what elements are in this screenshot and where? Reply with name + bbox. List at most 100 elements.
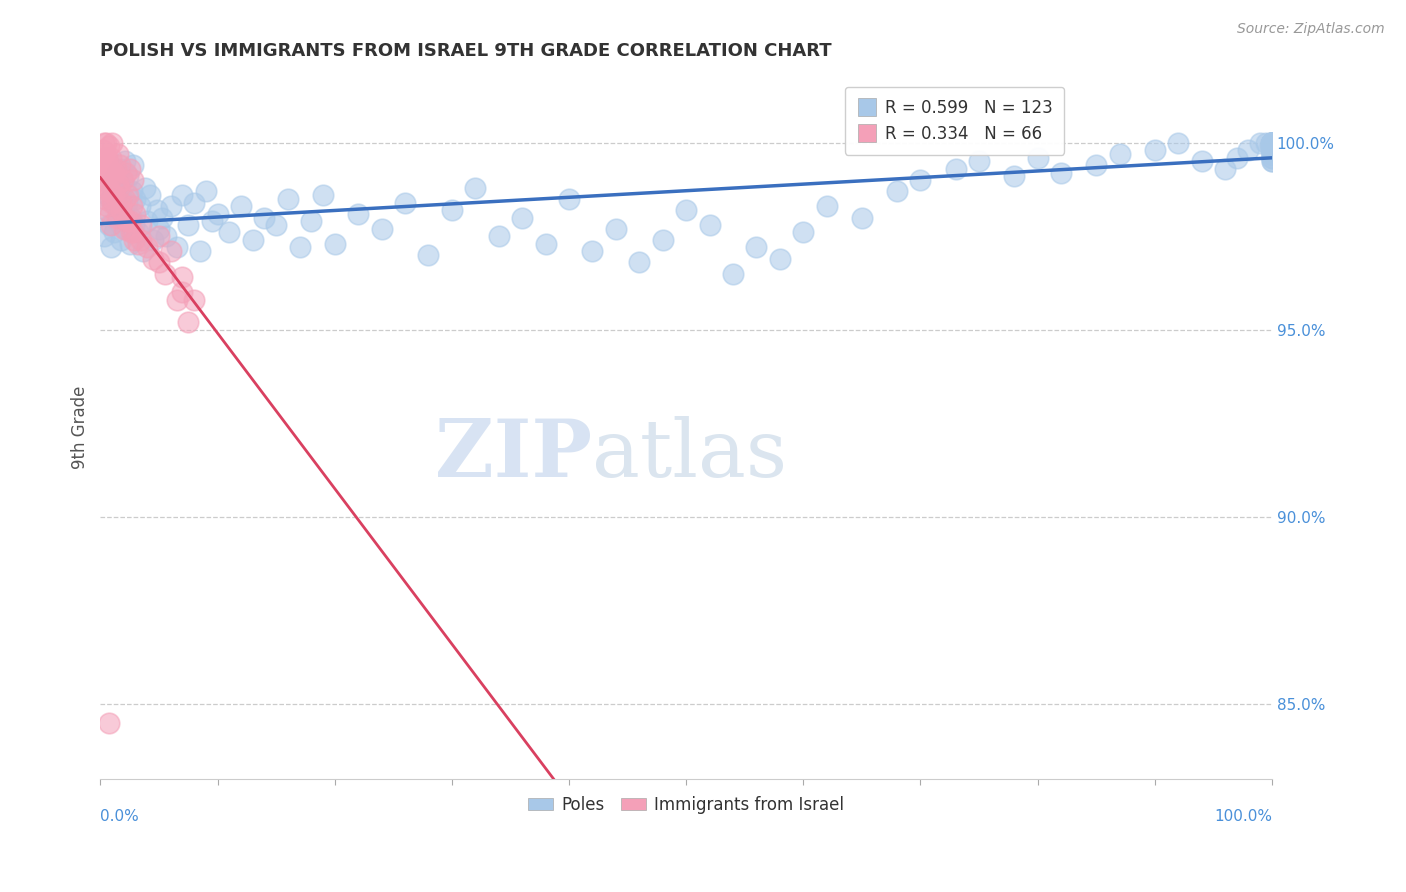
Point [111, 173, 134, 187]
Point [96, 136, 118, 150]
Point [121, 199, 143, 213]
Point [98, 184, 121, 198]
Point [1261, 136, 1284, 150]
Point [103, 173, 125, 187]
Point [1261, 143, 1284, 157]
Legend: Poles, Immigrants from Israel: Poles, Immigrants from Israel [522, 789, 851, 821]
Point [148, 229, 170, 244]
Point [148, 255, 170, 269]
Point [110, 233, 132, 247]
Point [558, 192, 581, 206]
Point [104, 161, 127, 176]
Point [122, 173, 145, 187]
Y-axis label: 9th Grade: 9th Grade [72, 385, 89, 469]
Point [93, 173, 115, 187]
Point [699, 218, 721, 232]
Point [288, 240, 311, 254]
Point [142, 233, 165, 247]
Point [1249, 136, 1271, 150]
Point [118, 161, 141, 176]
Point [97, 139, 120, 153]
Point [166, 293, 188, 307]
Point [1261, 136, 1284, 150]
Point [370, 221, 392, 235]
Point [131, 218, 153, 232]
Point [134, 180, 156, 194]
Text: 100.0%: 100.0% [1213, 809, 1272, 824]
Point [1050, 165, 1073, 179]
Point [1108, 146, 1130, 161]
Point [96, 154, 118, 169]
Point [112, 221, 135, 235]
Point [166, 240, 188, 254]
Point [201, 214, 224, 228]
Point [91, 180, 114, 194]
Point [967, 154, 990, 169]
Point [103, 226, 125, 240]
Point [136, 240, 159, 254]
Point [1261, 146, 1284, 161]
Point [1261, 136, 1284, 150]
Point [218, 226, 240, 240]
Point [96, 199, 118, 213]
Point [142, 252, 165, 266]
Point [100, 240, 122, 254]
Point [107, 214, 129, 228]
Point [242, 233, 264, 247]
Point [101, 180, 124, 194]
Point [117, 188, 139, 202]
Point [745, 240, 768, 254]
Point [108, 188, 131, 202]
Point [105, 211, 128, 225]
Point [114, 154, 136, 169]
Point [136, 214, 159, 228]
Point [229, 199, 252, 213]
Text: atlas: atlas [592, 417, 787, 494]
Point [323, 236, 346, 251]
Point [145, 202, 167, 217]
Point [1260, 136, 1282, 150]
Point [1261, 136, 1284, 150]
Point [172, 270, 194, 285]
Point [103, 165, 125, 179]
Point [945, 161, 967, 176]
Point [464, 180, 486, 194]
Point [101, 192, 124, 206]
Point [124, 192, 146, 206]
Point [815, 199, 838, 213]
Point [886, 184, 908, 198]
Point [1191, 154, 1213, 169]
Point [510, 211, 533, 225]
Point [120, 226, 142, 240]
Point [111, 207, 134, 221]
Point [910, 173, 932, 187]
Point [488, 229, 510, 244]
Point [1261, 139, 1284, 153]
Point [100, 218, 122, 232]
Point [103, 169, 125, 184]
Point [1026, 151, 1049, 165]
Point [97, 716, 120, 731]
Point [112, 177, 135, 191]
Point [124, 233, 146, 247]
Point [159, 244, 181, 259]
Point [183, 293, 205, 307]
Point [115, 165, 138, 179]
Point [1261, 143, 1284, 157]
Point [107, 146, 129, 161]
Point [118, 236, 141, 251]
Point [253, 211, 276, 225]
Point [1261, 139, 1284, 153]
Point [127, 226, 149, 240]
Point [114, 192, 136, 206]
Point [769, 252, 792, 266]
Point [97, 218, 120, 232]
Point [177, 218, 200, 232]
Point [177, 315, 200, 329]
Point [117, 214, 139, 228]
Point [98, 192, 121, 206]
Point [1261, 136, 1284, 150]
Point [91, 143, 114, 157]
Point [1261, 139, 1284, 153]
Point [264, 218, 287, 232]
